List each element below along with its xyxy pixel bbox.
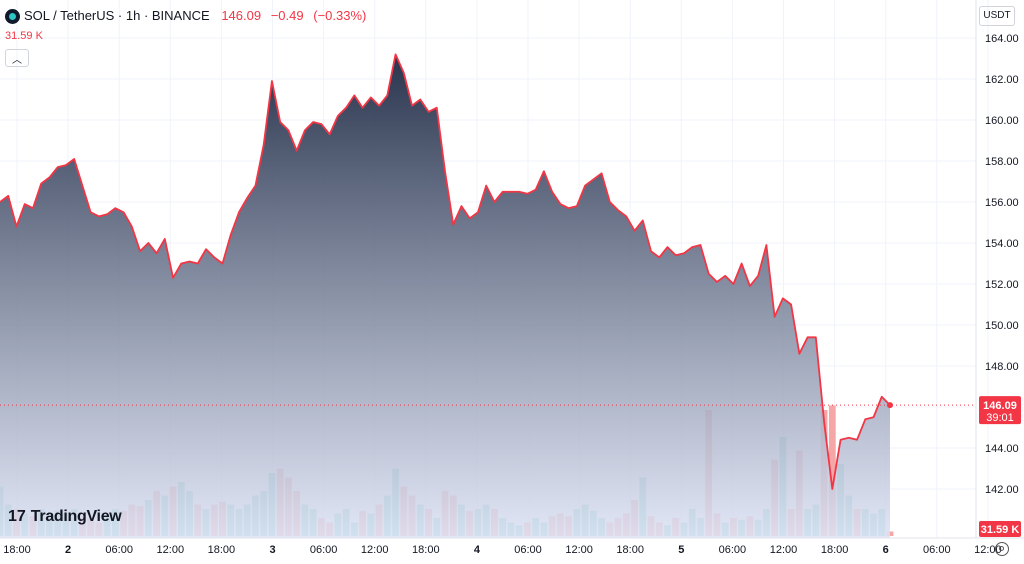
volume-legend: 31.59 K: [5, 30, 43, 42]
price-area: [0, 54, 890, 539]
y-tick-label: 154.00: [985, 238, 1019, 250]
x-tick-label: 06:00: [310, 544, 338, 556]
currency-button[interactable]: USDT: [979, 6, 1015, 26]
x-tick-label: 06:00: [923, 544, 951, 556]
sol-logo-icon: [5, 9, 20, 24]
x-tick-label: 06:00: [514, 544, 542, 556]
x-tick-label: 18:00: [208, 544, 236, 556]
x-tick-label: 12:00: [565, 544, 593, 556]
y-tick-label: 148.00: [985, 361, 1019, 373]
volume-tag-value: 31.59 K: [981, 524, 1020, 536]
y-tick-label: 158.00: [985, 156, 1019, 168]
x-tick-label: 12:00: [974, 544, 1002, 556]
price-tag-countdown: 39:01: [986, 412, 1014, 424]
x-tick-label: 18:00: [3, 544, 31, 556]
y-tick-label: 144.00: [985, 443, 1019, 455]
x-tick-label: 18:00: [821, 544, 849, 556]
y-tick-label: 164.00: [985, 33, 1019, 45]
y-tick-label: 156.00: [985, 197, 1019, 209]
price-line: [0, 53, 891, 490]
x-tick-label: 18:00: [616, 544, 644, 556]
tv-logo-text: TradingView: [30, 508, 122, 525]
x-tick-label: 5: [678, 544, 684, 556]
y-tick-label: 162.00: [985, 74, 1019, 86]
chart-header: SOL / TetherUS · 1h · BINANCE 146.09 −0.…: [0, 0, 976, 24]
price-change: −0.49: [270, 8, 304, 23]
x-tick-label: 4: [474, 544, 481, 556]
last-price-point: [887, 402, 893, 409]
price-change-pct: (−0.33%): [313, 8, 367, 23]
x-tick-label: 6: [883, 544, 889, 556]
symbol-info[interactable]: SOL / TetherUS · 1h · BINANCE 146.09 −0.…: [24, 8, 372, 23]
tradingview-logo[interactable]: 17 TradingView: [8, 508, 122, 526]
quote-values: 146.09 −0.49 (−0.33%): [221, 8, 372, 23]
x-tick-label: 12:00: [361, 544, 389, 556]
y-tick-label: 152.00: [985, 279, 1019, 291]
volume-tag-box: [979, 521, 1021, 537]
tv-logo-icon: 17: [8, 508, 26, 525]
x-tick-label: 18:00: [412, 544, 440, 556]
x-tick-label: 06:00: [719, 544, 747, 556]
settings-icon[interactable]: [995, 542, 1009, 556]
y-tick-label: 150.00: [985, 320, 1019, 332]
x-tick-label: 3: [269, 544, 275, 556]
last-price: 146.09: [221, 8, 262, 23]
price-tag-box: [979, 396, 1021, 425]
y-tick-label: 142.00: [985, 484, 1019, 496]
chevron-up-icon: ︿: [12, 54, 22, 66]
y-tick-label: 160.00: [985, 115, 1019, 127]
volume-bar: [828, 405, 836, 536]
collapse-legend-button[interactable]: ︿: [5, 49, 29, 67]
x-tick-label: 06:00: [105, 544, 133, 556]
x-tick-label: 2: [65, 544, 71, 556]
price-tag-value: 146.09: [983, 400, 1017, 412]
x-tick-label: 12:00: [770, 544, 798, 556]
symbol-title[interactable]: SOL / TetherUS · 1h · BINANCE: [24, 8, 210, 23]
x-tick-label: 12:00: [157, 544, 185, 556]
